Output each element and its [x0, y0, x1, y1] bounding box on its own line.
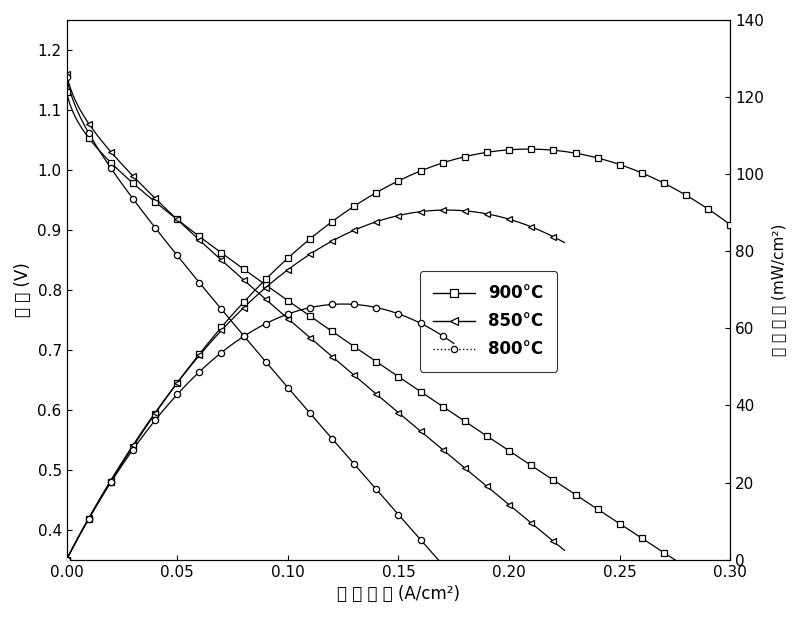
X-axis label: 电 流 密 度 (A/cm²): 电 流 密 度 (A/cm²)	[337, 585, 460, 603]
Legend: 900°C, 850°C, 800°C: 900°C, 850°C, 800°C	[420, 271, 557, 372]
Y-axis label: 功 率 密 度 (mW/cm²): 功 率 密 度 (mW/cm²)	[771, 223, 786, 356]
Y-axis label: 电 压 (V): 电 压 (V)	[14, 262, 32, 317]
